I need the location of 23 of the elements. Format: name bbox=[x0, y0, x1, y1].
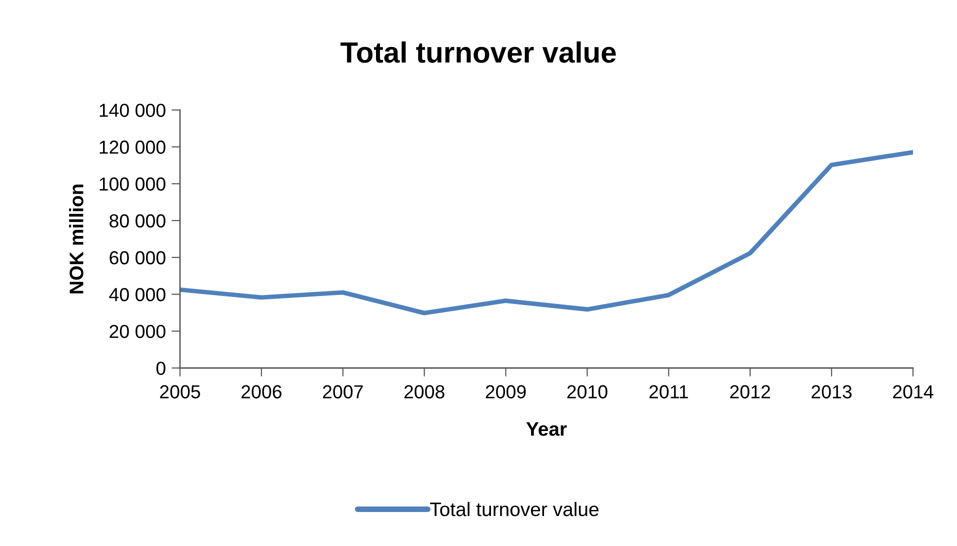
line-series bbox=[180, 150, 913, 316]
x-tick-label: 2005 bbox=[160, 385, 200, 398]
y-tick-label: 80 000 bbox=[110, 214, 166, 228]
x-tick-label: 2008 bbox=[404, 385, 444, 398]
chart-title: Total turnover value bbox=[340, 41, 616, 63]
x-tick-label: 2011 bbox=[649, 385, 688, 398]
y-tick-label: 100 000 bbox=[100, 177, 166, 191]
x-tick-label: 2013 bbox=[812, 385, 852, 398]
x-tick-label: 2009 bbox=[486, 385, 526, 398]
y-tick-label: 0 bbox=[156, 362, 166, 375]
y-tick-label: 120 000 bbox=[100, 140, 166, 154]
x-tick-label: 2012 bbox=[730, 385, 770, 398]
x-tick-label: 2010 bbox=[567, 385, 608, 398]
y-axis-title: NOK million bbox=[69, 184, 84, 294]
y-tick-label: 20 000 bbox=[110, 324, 166, 338]
x-tick-label: 2014 bbox=[893, 385, 934, 398]
y-tick-label: 140 000 bbox=[100, 104, 166, 117]
y-tick-label: 40 000 bbox=[109, 288, 166, 302]
x-tick-label: 2006 bbox=[242, 385, 282, 398]
x-tick-label: 2007 bbox=[322, 385, 363, 398]
legend-label: Total turnover value bbox=[430, 502, 598, 516]
x-axis-title: Year bbox=[526, 422, 567, 436]
y-tick-label: 60 000 bbox=[110, 251, 166, 264]
